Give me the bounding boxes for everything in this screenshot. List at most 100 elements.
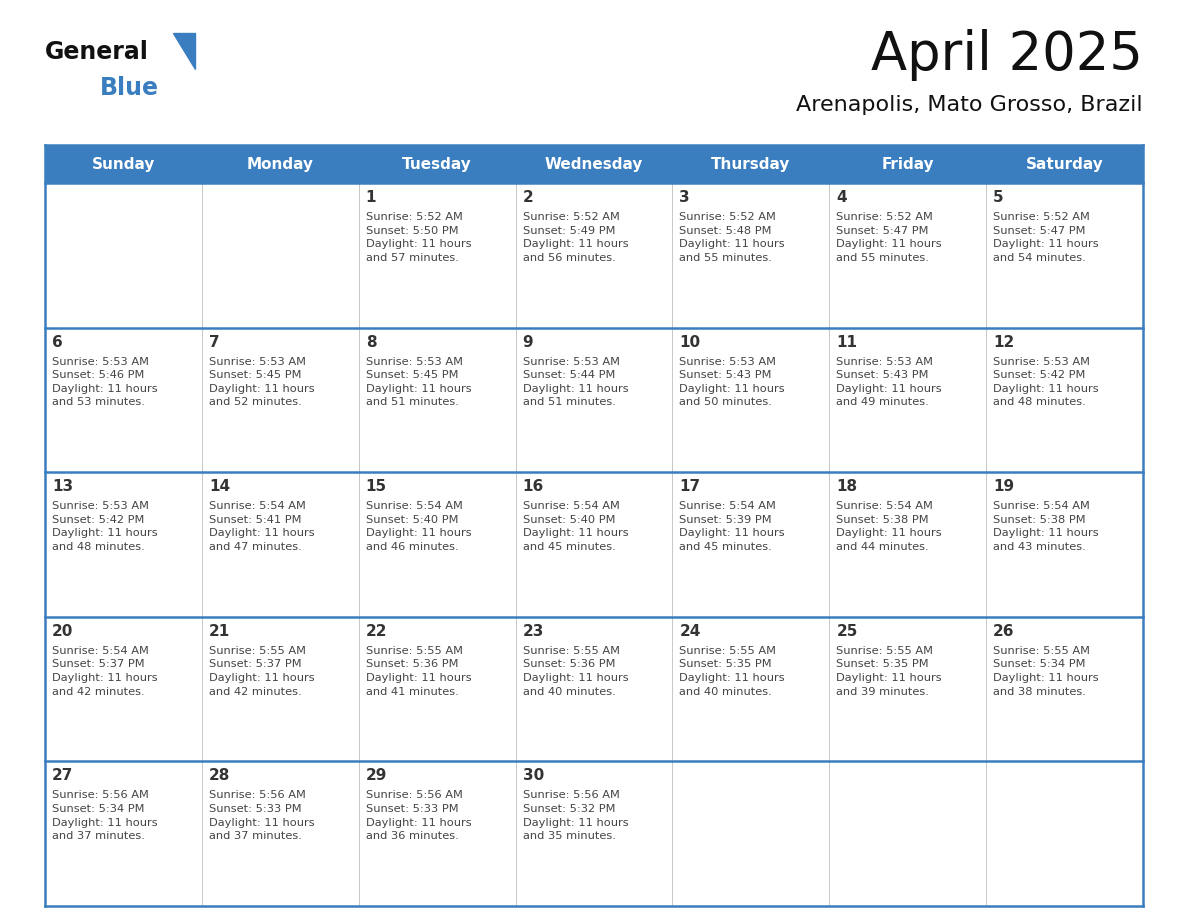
Text: Sunrise: 5:52 AM
Sunset: 5:47 PM
Daylight: 11 hours
and 55 minutes.: Sunrise: 5:52 AM Sunset: 5:47 PM Dayligh… bbox=[836, 212, 942, 263]
Text: Sunrise: 5:56 AM
Sunset: 5:33 PM
Daylight: 11 hours
and 37 minutes.: Sunrise: 5:56 AM Sunset: 5:33 PM Dayligh… bbox=[209, 790, 315, 841]
Text: Sunrise: 5:54 AM
Sunset: 5:40 PM
Daylight: 11 hours
and 45 minutes.: Sunrise: 5:54 AM Sunset: 5:40 PM Dayligh… bbox=[523, 501, 628, 552]
Text: 25: 25 bbox=[836, 624, 858, 639]
Polygon shape bbox=[173, 33, 195, 69]
Bar bbox=[516, 761, 672, 906]
Text: Sunrise: 5:53 AM
Sunset: 5:42 PM
Daylight: 11 hours
and 48 minutes.: Sunrise: 5:53 AM Sunset: 5:42 PM Dayligh… bbox=[52, 501, 158, 552]
Text: 14: 14 bbox=[209, 479, 230, 494]
Text: Sunrise: 5:53 AM
Sunset: 5:43 PM
Daylight: 11 hours
and 50 minutes.: Sunrise: 5:53 AM Sunset: 5:43 PM Dayligh… bbox=[680, 356, 785, 408]
Text: Sunrise: 5:52 AM
Sunset: 5:48 PM
Daylight: 11 hours
and 55 minutes.: Sunrise: 5:52 AM Sunset: 5:48 PM Dayligh… bbox=[680, 212, 785, 263]
Text: Sunrise: 5:54 AM
Sunset: 5:40 PM
Daylight: 11 hours
and 46 minutes.: Sunrise: 5:54 AM Sunset: 5:40 PM Dayligh… bbox=[366, 501, 472, 552]
Bar bbox=[829, 472, 986, 617]
Text: 17: 17 bbox=[680, 479, 701, 494]
Text: Sunrise: 5:55 AM
Sunset: 5:35 PM
Daylight: 11 hours
and 39 minutes.: Sunrise: 5:55 AM Sunset: 5:35 PM Dayligh… bbox=[836, 645, 942, 697]
Bar bbox=[359, 328, 516, 472]
Bar bbox=[672, 472, 829, 617]
Bar bbox=[202, 183, 359, 328]
Bar bbox=[516, 183, 672, 328]
Bar bbox=[829, 183, 986, 328]
Text: Sunrise: 5:54 AM
Sunset: 5:38 PM
Daylight: 11 hours
and 43 minutes.: Sunrise: 5:54 AM Sunset: 5:38 PM Dayligh… bbox=[993, 501, 1099, 552]
Text: Sunrise: 5:54 AM
Sunset: 5:37 PM
Daylight: 11 hours
and 42 minutes.: Sunrise: 5:54 AM Sunset: 5:37 PM Dayligh… bbox=[52, 645, 158, 697]
Text: Sunrise: 5:55 AM
Sunset: 5:35 PM
Daylight: 11 hours
and 40 minutes.: Sunrise: 5:55 AM Sunset: 5:35 PM Dayligh… bbox=[680, 645, 785, 697]
Text: 6: 6 bbox=[52, 334, 63, 350]
Bar bbox=[829, 145, 986, 183]
Text: Sunrise: 5:55 AM
Sunset: 5:36 PM
Daylight: 11 hours
and 40 minutes.: Sunrise: 5:55 AM Sunset: 5:36 PM Dayligh… bbox=[523, 645, 628, 697]
Bar bbox=[45, 617, 202, 761]
Bar bbox=[672, 328, 829, 472]
Text: General: General bbox=[45, 40, 148, 64]
Text: Sunrise: 5:55 AM
Sunset: 5:37 PM
Daylight: 11 hours
and 42 minutes.: Sunrise: 5:55 AM Sunset: 5:37 PM Dayligh… bbox=[209, 645, 315, 697]
Bar bbox=[359, 617, 516, 761]
Text: Arenapolis, Mato Grosso, Brazil: Arenapolis, Mato Grosso, Brazil bbox=[796, 95, 1143, 115]
Bar bbox=[829, 761, 986, 906]
Text: Sunrise: 5:53 AM
Sunset: 5:42 PM
Daylight: 11 hours
and 48 minutes.: Sunrise: 5:53 AM Sunset: 5:42 PM Dayligh… bbox=[993, 356, 1099, 408]
Bar bbox=[45, 145, 202, 183]
Bar bbox=[202, 328, 359, 472]
Text: 5: 5 bbox=[993, 190, 1004, 205]
Text: Tuesday: Tuesday bbox=[403, 156, 472, 172]
Text: 22: 22 bbox=[366, 624, 387, 639]
Bar bbox=[986, 761, 1143, 906]
Text: 30: 30 bbox=[523, 768, 544, 783]
Bar bbox=[202, 472, 359, 617]
Text: 26: 26 bbox=[993, 624, 1015, 639]
Bar bbox=[672, 761, 829, 906]
Text: 4: 4 bbox=[836, 190, 847, 205]
Text: Sunrise: 5:52 AM
Sunset: 5:49 PM
Daylight: 11 hours
and 56 minutes.: Sunrise: 5:52 AM Sunset: 5:49 PM Dayligh… bbox=[523, 212, 628, 263]
Bar bbox=[672, 145, 829, 183]
Text: Sunrise: 5:56 AM
Sunset: 5:33 PM
Daylight: 11 hours
and 36 minutes.: Sunrise: 5:56 AM Sunset: 5:33 PM Dayligh… bbox=[366, 790, 472, 841]
Bar bbox=[359, 761, 516, 906]
Text: Sunrise: 5:53 AM
Sunset: 5:46 PM
Daylight: 11 hours
and 53 minutes.: Sunrise: 5:53 AM Sunset: 5:46 PM Dayligh… bbox=[52, 356, 158, 408]
Text: 21: 21 bbox=[209, 624, 230, 639]
Text: Sunrise: 5:53 AM
Sunset: 5:43 PM
Daylight: 11 hours
and 49 minutes.: Sunrise: 5:53 AM Sunset: 5:43 PM Dayligh… bbox=[836, 356, 942, 408]
Text: 8: 8 bbox=[366, 334, 377, 350]
Bar bbox=[359, 472, 516, 617]
Text: Sunrise: 5:53 AM
Sunset: 5:45 PM
Daylight: 11 hours
and 52 minutes.: Sunrise: 5:53 AM Sunset: 5:45 PM Dayligh… bbox=[209, 356, 315, 408]
Text: 12: 12 bbox=[993, 334, 1015, 350]
Text: Wednesday: Wednesday bbox=[545, 156, 643, 172]
Text: Sunrise: 5:52 AM
Sunset: 5:50 PM
Daylight: 11 hours
and 57 minutes.: Sunrise: 5:52 AM Sunset: 5:50 PM Dayligh… bbox=[366, 212, 472, 263]
Text: 15: 15 bbox=[366, 479, 387, 494]
Bar bbox=[45, 472, 202, 617]
Text: Sunrise: 5:54 AM
Sunset: 5:41 PM
Daylight: 11 hours
and 47 minutes.: Sunrise: 5:54 AM Sunset: 5:41 PM Dayligh… bbox=[209, 501, 315, 552]
Text: Sunrise: 5:52 AM
Sunset: 5:47 PM
Daylight: 11 hours
and 54 minutes.: Sunrise: 5:52 AM Sunset: 5:47 PM Dayligh… bbox=[993, 212, 1099, 263]
Text: 18: 18 bbox=[836, 479, 858, 494]
Bar bbox=[45, 328, 202, 472]
Bar bbox=[202, 761, 359, 906]
Bar bbox=[45, 761, 202, 906]
Text: April 2025: April 2025 bbox=[871, 29, 1143, 81]
Bar bbox=[829, 328, 986, 472]
Text: 13: 13 bbox=[52, 479, 74, 494]
Text: Saturday: Saturday bbox=[1025, 156, 1104, 172]
Text: 9: 9 bbox=[523, 334, 533, 350]
Text: 28: 28 bbox=[209, 768, 230, 783]
Bar bbox=[516, 145, 672, 183]
Text: Sunrise: 5:56 AM
Sunset: 5:34 PM
Daylight: 11 hours
and 37 minutes.: Sunrise: 5:56 AM Sunset: 5:34 PM Dayligh… bbox=[52, 790, 158, 841]
Text: Sunday: Sunday bbox=[91, 156, 156, 172]
Text: 23: 23 bbox=[523, 624, 544, 639]
Text: 27: 27 bbox=[52, 768, 74, 783]
Text: 20: 20 bbox=[52, 624, 74, 639]
Bar bbox=[359, 145, 516, 183]
Text: Sunrise: 5:54 AM
Sunset: 5:38 PM
Daylight: 11 hours
and 44 minutes.: Sunrise: 5:54 AM Sunset: 5:38 PM Dayligh… bbox=[836, 501, 942, 552]
Text: 1: 1 bbox=[366, 190, 377, 205]
Text: Sunrise: 5:53 AM
Sunset: 5:44 PM
Daylight: 11 hours
and 51 minutes.: Sunrise: 5:53 AM Sunset: 5:44 PM Dayligh… bbox=[523, 356, 628, 408]
Text: 2: 2 bbox=[523, 190, 533, 205]
Text: Monday: Monday bbox=[247, 156, 314, 172]
Text: Sunrise: 5:55 AM
Sunset: 5:36 PM
Daylight: 11 hours
and 41 minutes.: Sunrise: 5:55 AM Sunset: 5:36 PM Dayligh… bbox=[366, 645, 472, 697]
Bar bbox=[986, 617, 1143, 761]
Text: Sunrise: 5:55 AM
Sunset: 5:34 PM
Daylight: 11 hours
and 38 minutes.: Sunrise: 5:55 AM Sunset: 5:34 PM Dayligh… bbox=[993, 645, 1099, 697]
Text: Sunrise: 5:53 AM
Sunset: 5:45 PM
Daylight: 11 hours
and 51 minutes.: Sunrise: 5:53 AM Sunset: 5:45 PM Dayligh… bbox=[366, 356, 472, 408]
Bar bbox=[516, 328, 672, 472]
Bar bbox=[672, 183, 829, 328]
Text: Blue: Blue bbox=[100, 76, 159, 100]
Bar bbox=[986, 145, 1143, 183]
Bar bbox=[516, 617, 672, 761]
Bar bbox=[986, 472, 1143, 617]
Bar bbox=[202, 145, 359, 183]
Text: 19: 19 bbox=[993, 479, 1015, 494]
Bar bbox=[672, 617, 829, 761]
Text: 29: 29 bbox=[366, 768, 387, 783]
Text: 16: 16 bbox=[523, 479, 544, 494]
Text: 11: 11 bbox=[836, 334, 858, 350]
Text: Friday: Friday bbox=[881, 156, 934, 172]
